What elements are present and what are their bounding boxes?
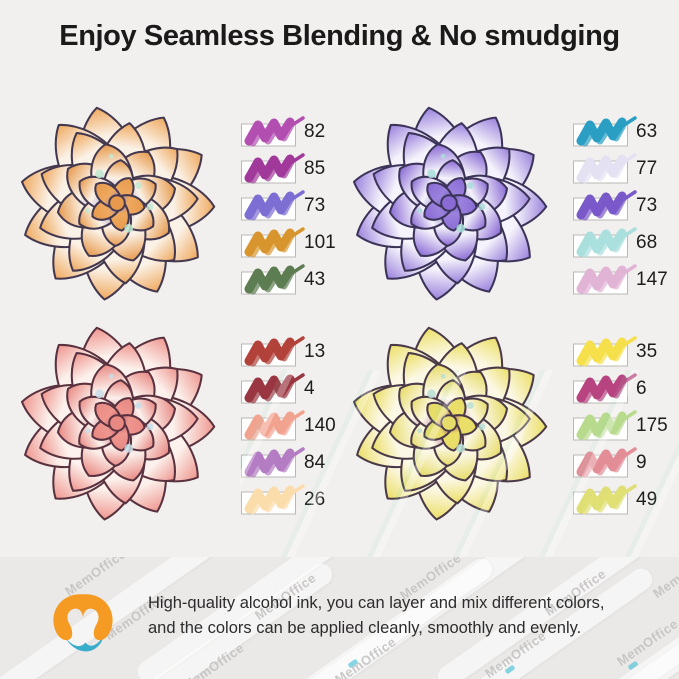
succulent-illustration (352, 106, 548, 301)
swatch-row: 101 (240, 223, 336, 260)
brand-watermark: MemOffice (650, 557, 679, 601)
marker-scribble-icon (241, 373, 305, 404)
swatch-number: 101 (304, 232, 336, 253)
swatch-number: 73 (636, 195, 658, 216)
swatch-number: 175 (636, 415, 668, 436)
swatch-row: 63 (572, 112, 662, 149)
swatch-number: 84 (304, 452, 326, 473)
swatch-row: 140 (240, 406, 336, 443)
colorway-panel-yellow: 35 6 175 9 49 (332, 308, 668, 538)
succulent-illustration (20, 326, 216, 521)
succulent-illustration (20, 106, 216, 301)
swatch-row: 73 (572, 186, 662, 223)
swatch-row: 6 (572, 369, 662, 406)
swatch-number: 140 (304, 415, 336, 436)
logo-m-shape (53, 594, 113, 641)
marker-scribble-icon (241, 116, 305, 147)
swatch-number: 77 (636, 158, 658, 179)
swatch-number: 4 (304, 378, 315, 399)
marker-scribble-icon (241, 190, 305, 221)
footer-background: MemOffice MemOffice MemOffice MemOffice MemO… (0, 557, 679, 679)
swatch-list: 13 4 140 84 26 (240, 332, 336, 517)
marker-scribble-icon (573, 190, 637, 221)
swatch-number: 43 (304, 269, 326, 290)
logo-wave-shape (64, 634, 104, 652)
swatch-row: 84 (240, 443, 330, 480)
swatch-row: 68 (572, 223, 662, 260)
swatch-number: 26 (304, 489, 326, 510)
swatch-row: 4 (240, 369, 330, 406)
swatch-row: 147 (572, 260, 668, 297)
marker-scribble-icon (573, 373, 637, 404)
memoffice-logo-icon (53, 594, 113, 652)
page-title: Enjoy Seamless Blending & No smudging (59, 20, 620, 52)
swatch-number: 147 (636, 269, 668, 290)
colorway-panel-purple: 63 77 73 68 147 (332, 88, 668, 318)
caption-line-1: High-quality alcohol ink, you can layer … (148, 594, 605, 612)
swatch-number: 9 (636, 452, 647, 473)
swatch-number: 6 (636, 378, 647, 399)
marker-scribble-icon (241, 336, 305, 367)
swatch-list: 82 85 73 101 43 (240, 112, 336, 297)
swatch-row: 77 (572, 149, 662, 186)
marker-scribble-icon (241, 410, 305, 441)
swatch-row: 35 (572, 332, 662, 369)
swatch-row: 9 (572, 443, 662, 480)
footer-caption: High-quality alcohol ink, you can layer … (148, 591, 604, 641)
swatch-number: 35 (636, 341, 658, 362)
marker-scribble-icon (573, 410, 637, 441)
swatch-number: 63 (636, 121, 658, 142)
swatch-row: 49 (572, 480, 662, 517)
swatch-number: 82 (304, 121, 326, 142)
marker-scribble-icon (573, 227, 637, 258)
swatch-number: 85 (304, 158, 326, 179)
swatch-number: 49 (636, 489, 658, 510)
colorway-panel-pink: 13 4 140 84 26 (0, 308, 336, 538)
swatch-number: 73 (304, 195, 326, 216)
swatch-row: 85 (240, 149, 330, 186)
swatch-list: 35 6 175 9 49 (572, 332, 668, 517)
swatch-row: 82 (240, 112, 330, 149)
swatch-list: 63 77 73 68 147 (572, 112, 668, 297)
marker-scribble-icon (573, 336, 637, 367)
marker-scribble-icon (573, 264, 637, 295)
succulent-illustration (352, 326, 548, 521)
marker-scribble-icon (241, 227, 305, 258)
swatch-row: 26 (240, 480, 330, 517)
marker-scribble-icon (241, 264, 305, 295)
swatch-row: 43 (240, 260, 330, 297)
marker-scribble-icon (241, 484, 305, 515)
colorway-panel-peach: 82 85 73 101 43 (0, 88, 336, 318)
caption-line-2: and the colors can be applied cleanly, s… (148, 619, 582, 637)
swatch-row: 13 (240, 332, 330, 369)
marker-scribble-icon (241, 153, 305, 184)
marker-scribble-icon (573, 153, 637, 184)
swatch-number: 68 (636, 232, 658, 253)
swatch-number: 13 (304, 341, 326, 362)
marker-scribble-icon (573, 447, 637, 478)
swatch-row: 73 (240, 186, 330, 223)
marker-scribble-icon (573, 484, 637, 515)
swatch-row: 175 (572, 406, 668, 443)
marker-scribble-icon (573, 116, 637, 147)
marker-scribble-icon (241, 447, 305, 478)
